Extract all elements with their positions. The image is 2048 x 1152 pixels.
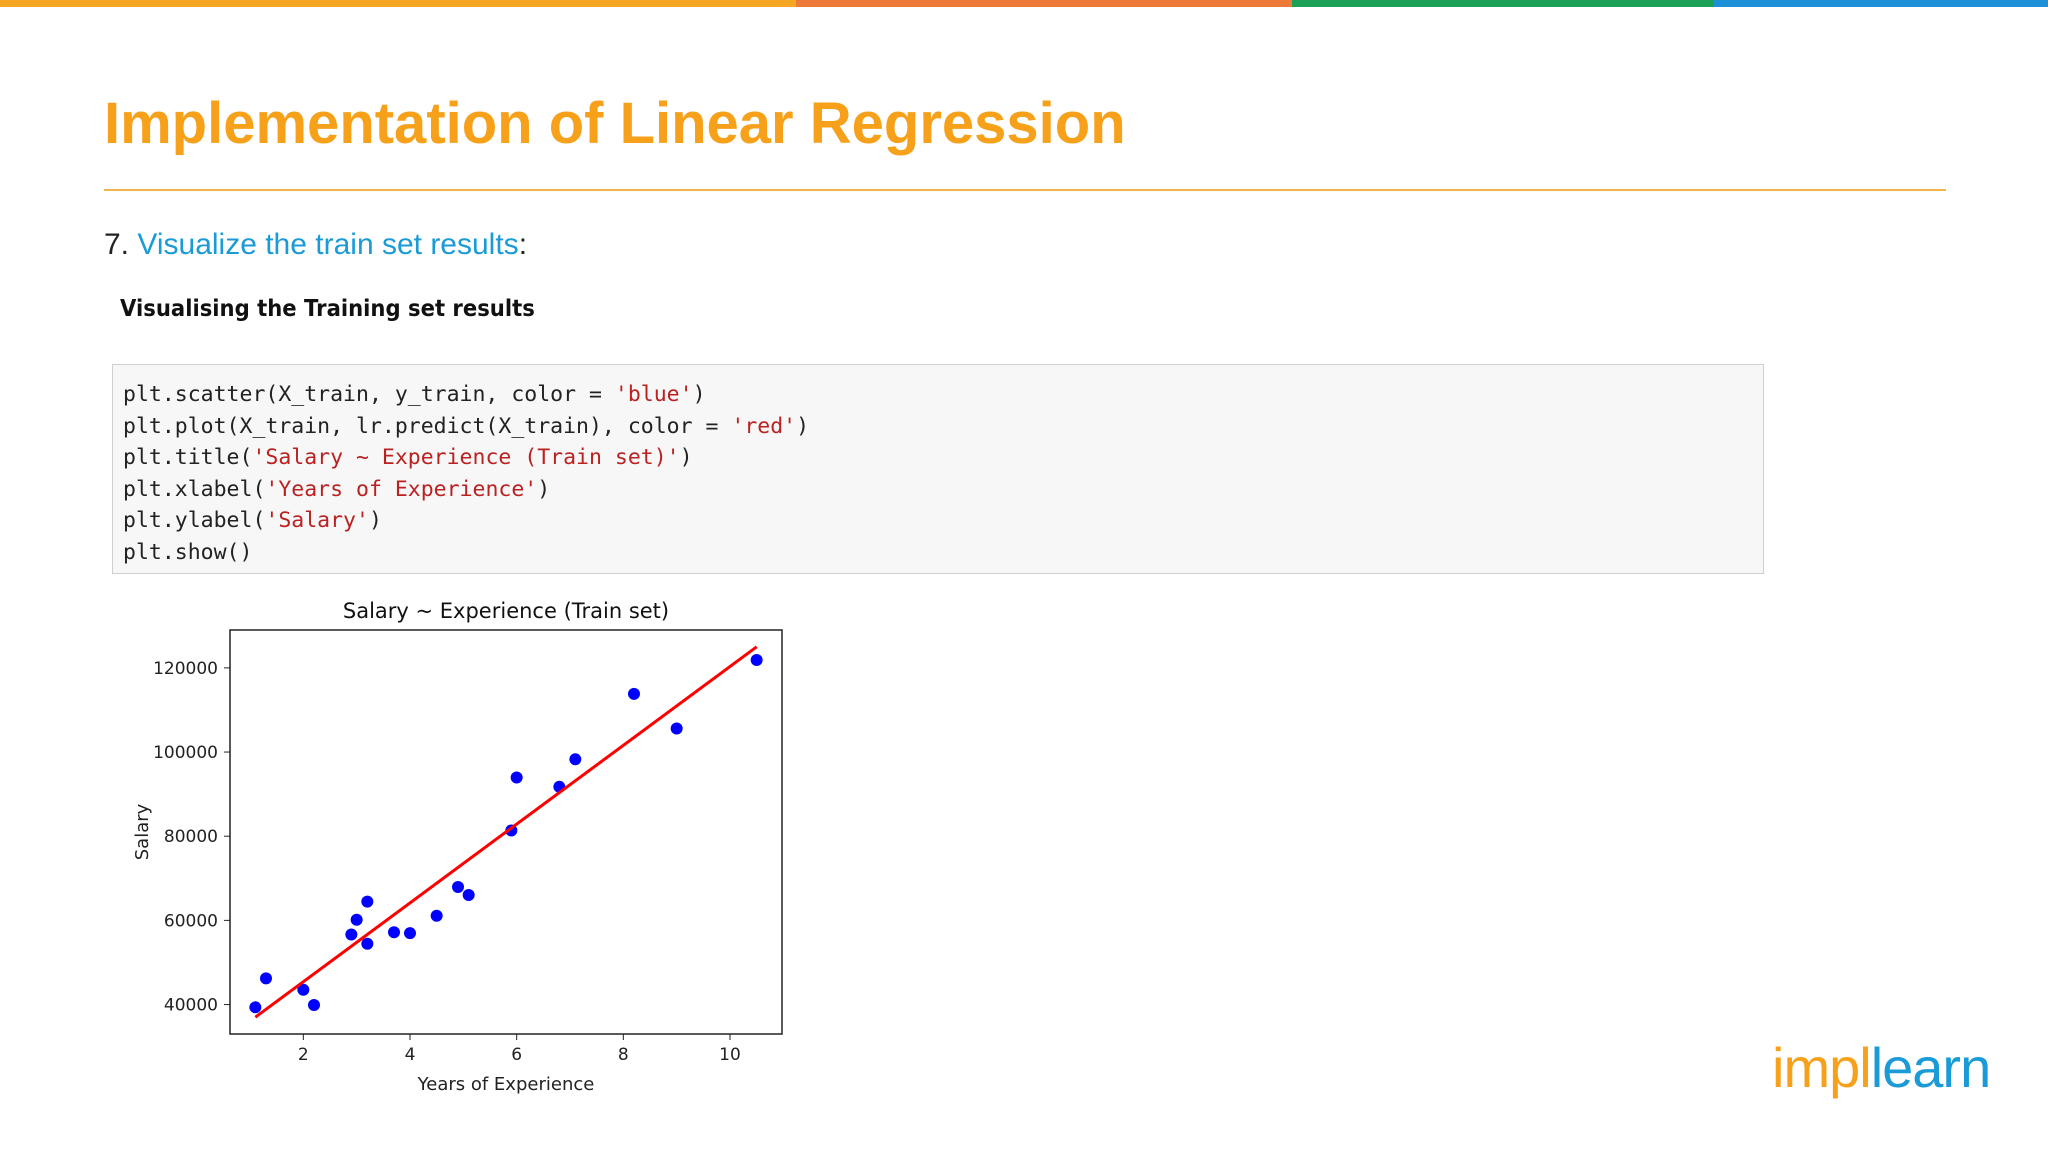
- y-tick-label: 80000: [164, 827, 218, 847]
- code-str: 'blue': [614, 382, 693, 407]
- step-suffix: :: [518, 228, 528, 261]
- y-tick-label: 120000: [153, 659, 218, 679]
- code-line: plt.show(): [123, 537, 1753, 569]
- data-point: [388, 926, 400, 939]
- data-point: [361, 895, 374, 908]
- x-tick-label: 10: [719, 1045, 741, 1065]
- data-point: [297, 983, 310, 996]
- data-point: [404, 927, 416, 940]
- y-tick-label: 100000: [153, 743, 218, 763]
- step-number: 7.: [104, 228, 130, 261]
- data-point: [430, 909, 443, 922]
- code-line: plt.plot(X_train, lr.predict(X_train), c…: [123, 411, 1753, 443]
- code-line: plt.title('Salary ~ Experience (Train se…: [123, 442, 1753, 474]
- chart-title: Salary ~ Experience (Train set): [343, 599, 669, 623]
- x-tick-label: 4: [405, 1045, 416, 1065]
- code-str: 'red': [731, 413, 797, 439]
- data-point: [361, 937, 374, 950]
- notebook-subheading: Visualising the Training set results: [120, 296, 535, 322]
- y-tick-label: 40000: [164, 996, 218, 1016]
- data-point: [569, 753, 582, 766]
- data-point: [260, 972, 272, 985]
- x-axis-label: Years of Experience: [417, 1074, 595, 1095]
- top-color-bar-3: [1292, 0, 1714, 7]
- code-pre: plt.ylabel(: [123, 508, 266, 533]
- code-line: plt.scatter(X_train, y_train, color = 'b…: [123, 379, 1753, 411]
- code-post: ): [796, 413, 810, 439]
- code-post: ): [679, 445, 693, 470]
- code-post: ): [537, 476, 551, 502]
- top-color-bar-4: [1714, 0, 2048, 7]
- code-line: plt.ylabel('Salary'): [123, 505, 1753, 537]
- x-tick-label: 6: [511, 1045, 522, 1065]
- code-post: ): [368, 508, 382, 533]
- code-cell[interactable]: plt.scatter(X_train, y_train, color = 'b…: [112, 364, 1764, 574]
- data-point: [249, 1001, 262, 1014]
- x-tick-label: 8: [618, 1045, 629, 1065]
- code-str: 'Salary ~ Experience (Train set)': [252, 445, 680, 470]
- code-pre: plt.plot(X_train, lr.predict(X_train), c…: [123, 413, 732, 439]
- y-tick-label: 60000: [164, 911, 218, 931]
- top-color-bar-1: [0, 0, 796, 7]
- y-axis-label: Salary: [132, 803, 153, 860]
- data-point: [308, 999, 320, 1012]
- logo-right: learn: [1870, 1036, 1992, 1099]
- data-point: [345, 928, 358, 941]
- data-point: [462, 889, 475, 902]
- logo-left: impl: [1772, 1036, 1872, 1099]
- data-point: [350, 913, 363, 926]
- step-link[interactable]: Visualize the train set results: [137, 228, 519, 261]
- scatter-chart: Salary ~ Experience (Train set) 2 4 6 8 10 400…: [132, 599, 783, 1095]
- step-heading: 7. Visualize the train set results:: [104, 228, 527, 262]
- slide-title: Implementation of Linear Regression: [104, 91, 1126, 156]
- data-point: [452, 880, 464, 893]
- simplilearn-logo: impllearn: [1772, 1035, 1992, 1100]
- code-str: 'Salary': [265, 508, 369, 533]
- code-post: ): [692, 382, 706, 407]
- code-pre: plt.xlabel(: [123, 476, 266, 502]
- data-point: [670, 722, 683, 735]
- data-point: [510, 771, 523, 784]
- top-color-bar-2: [796, 0, 1292, 7]
- code-line: plt.xlabel('Years of Experience'): [123, 474, 1753, 506]
- title-divider: [104, 189, 1946, 191]
- data-point: [628, 687, 640, 700]
- code-pre: plt.show(): [123, 539, 253, 565]
- code-pre: plt.scatter(X_train, y_train, color =: [123, 382, 615, 407]
- regression-line: [254, 645, 758, 1019]
- data-point: [750, 653, 763, 666]
- code-str: 'Years of Experience': [265, 476, 538, 502]
- code-pre: plt.title(: [123, 445, 253, 470]
- x-tick-label: 2: [298, 1045, 309, 1065]
